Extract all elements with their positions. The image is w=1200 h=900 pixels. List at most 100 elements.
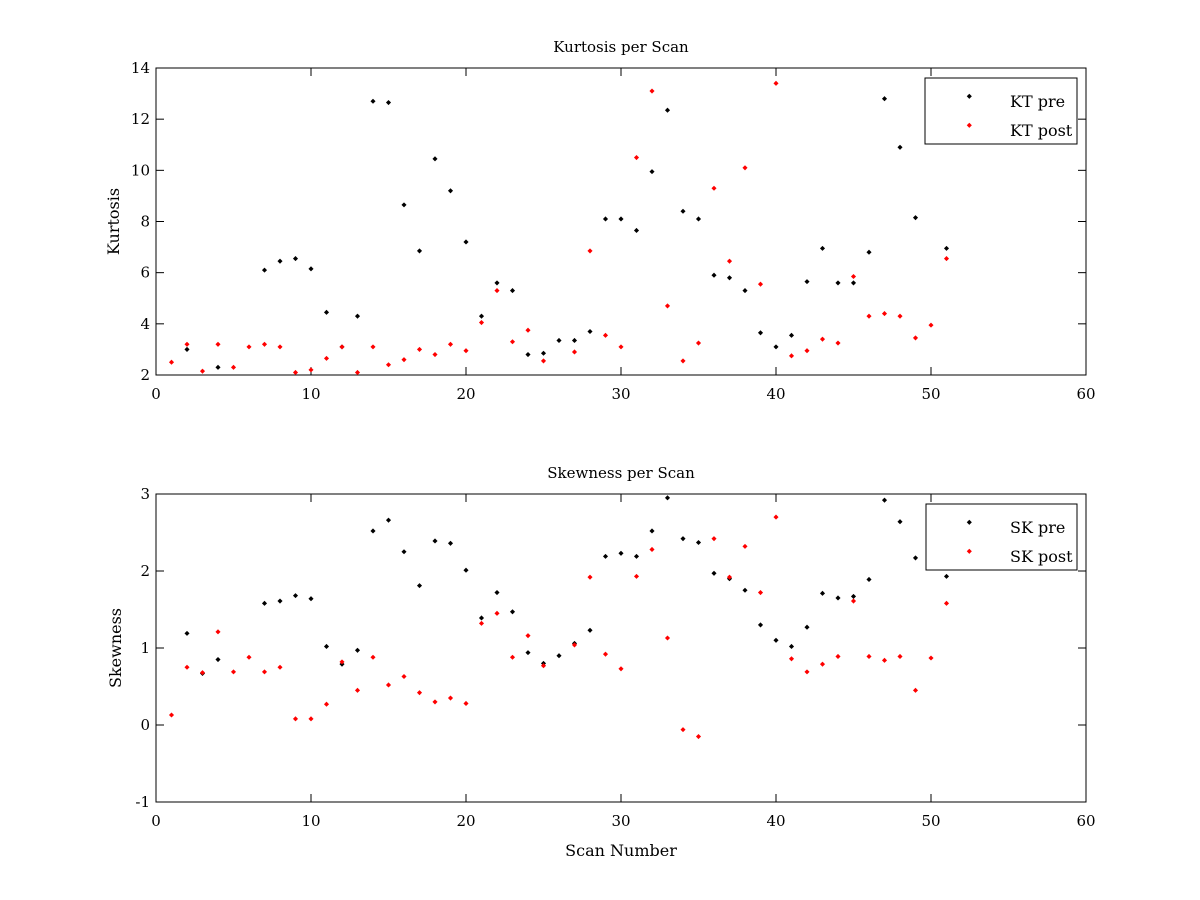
kt-post-point bbox=[664, 303, 671, 309]
kt-pre-point bbox=[494, 280, 500, 286]
sk-post-point bbox=[928, 655, 934, 661]
kt-pre-point bbox=[804, 279, 810, 285]
skewness-y-axis-label: Skewness bbox=[106, 608, 125, 688]
sk-post-point bbox=[757, 590, 764, 596]
kt-post-point bbox=[788, 353, 795, 359]
sk-post-point bbox=[571, 642, 578, 648]
sk-pre-point bbox=[618, 550, 624, 556]
skewness-legend-box bbox=[925, 503, 1078, 571]
kurtosis-x-tick-label: 60 bbox=[1076, 385, 1095, 403]
kt-post-point bbox=[432, 351, 438, 358]
kt-pre-point bbox=[432, 156, 438, 162]
sk-post-point bbox=[711, 536, 717, 542]
kt-pre-point bbox=[215, 364, 221, 370]
sk-pre-point bbox=[525, 650, 531, 656]
kt-post-point bbox=[339, 344, 345, 350]
kurtosis-ticks: 0 10 20 30 40 50 60 2 4 6 8 10 12 14 bbox=[131, 59, 1096, 403]
kt-pre-point bbox=[850, 280, 857, 286]
kt-pre-point bbox=[323, 309, 330, 315]
skewness-y-tick-label: 0 bbox=[140, 716, 150, 734]
skewness-x-axis-label: Scan Number bbox=[565, 841, 677, 860]
kt-post-point bbox=[401, 357, 407, 363]
kt-pre-point bbox=[478, 313, 485, 319]
kurtosis-y-axis-label: Kurtosis bbox=[104, 188, 123, 255]
kt-post-point bbox=[478, 320, 485, 326]
legend-label-sk-pre: SK pre bbox=[1010, 518, 1065, 537]
sk-pre-point bbox=[773, 637, 779, 643]
kt-pre-point bbox=[556, 337, 562, 344]
kt-pre-point bbox=[726, 275, 733, 281]
sk-pre-point bbox=[370, 528, 376, 534]
kt-post-point bbox=[308, 367, 314, 373]
kurtosis-chart-title: Kurtosis per Scan bbox=[553, 38, 689, 56]
sk-pre-point bbox=[866, 576, 872, 583]
skewness-x-tick-label: 60 bbox=[1076, 812, 1095, 830]
kt-pre-point bbox=[587, 328, 593, 335]
kt-pre-point bbox=[788, 332, 795, 338]
kt-post-point bbox=[680, 358, 686, 364]
legend-marker-sk-pre bbox=[966, 519, 972, 525]
kurtosis-y-tick-label: 10 bbox=[131, 161, 150, 179]
kurtosis-x-tick-label: 10 bbox=[301, 385, 320, 403]
kt-pre-point bbox=[292, 256, 299, 262]
kurtosis-y-tick-label: 12 bbox=[131, 110, 150, 128]
kt-pre-point bbox=[835, 280, 841, 286]
kurtosis-y-tick-label: 6 bbox=[140, 264, 150, 282]
skewness-x-tick-label: 20 bbox=[456, 812, 475, 830]
sk-post-point bbox=[587, 574, 593, 580]
sk-pre-point bbox=[633, 553, 640, 559]
kt-pre-point bbox=[308, 266, 314, 272]
kt-post-point bbox=[215, 341, 221, 347]
sk-pre-point bbox=[695, 539, 702, 546]
sk-post-point bbox=[835, 653, 841, 660]
sk-post-point bbox=[695, 734, 702, 740]
sk-post-point bbox=[633, 573, 640, 579]
kurtosis-x-tick-label: 30 bbox=[611, 385, 630, 403]
skewness-y-tick-label: 2 bbox=[140, 562, 150, 580]
sk-pre-point bbox=[602, 553, 609, 559]
sk-pre-point bbox=[447, 540, 454, 546]
kt-post-point bbox=[447, 341, 454, 347]
kt-post-point bbox=[602, 332, 609, 338]
kurtosis-y-tick-label: 4 bbox=[140, 315, 150, 333]
skewness-x-tick-label: 10 bbox=[301, 812, 320, 830]
sk-pre-point bbox=[897, 519, 903, 525]
kt-post-point bbox=[323, 355, 330, 361]
kt-pre-point bbox=[571, 337, 578, 344]
kt-post-point bbox=[277, 344, 283, 350]
kurtosis-x-tick-label: 20 bbox=[456, 385, 475, 403]
sk-post-point bbox=[726, 574, 733, 580]
kt-post-point bbox=[246, 344, 252, 350]
kurtosis-legend-box bbox=[924, 77, 1078, 145]
sk-pre-point bbox=[261, 600, 268, 606]
legend-label-sk-post: SK post bbox=[1010, 547, 1073, 566]
kt-post-point bbox=[866, 313, 872, 319]
skewness-x-tick-label: 40 bbox=[766, 812, 785, 830]
sk-pre-point bbox=[943, 573, 950, 579]
kt-post-point bbox=[819, 336, 826, 342]
kt-post-point bbox=[757, 281, 764, 287]
kt-post-point bbox=[354, 369, 361, 375]
kt-post-point bbox=[416, 346, 423, 352]
kt-pre-point bbox=[401, 202, 407, 208]
skewness-legend: SK pre SK post bbox=[925, 503, 1078, 571]
sk-pre-point bbox=[835, 595, 841, 601]
kt-pre-point bbox=[354, 313, 361, 319]
skewness-x-tick-label: 50 bbox=[921, 812, 940, 830]
kt-post-point bbox=[525, 327, 531, 333]
sk-pre-point bbox=[711, 570, 717, 576]
kt-post-point bbox=[804, 348, 810, 354]
skewness-x-tick-label: 30 bbox=[611, 812, 630, 830]
sk-post-point bbox=[881, 657, 888, 663]
kt-pre-point bbox=[447, 188, 454, 194]
sk-post-point bbox=[525, 633, 531, 639]
kt-pre-point bbox=[416, 248, 423, 254]
kurtosis-subplot: Kurtosis per Scan Kurtosis 0 10 20 30 40 50 60… bbox=[104, 38, 1096, 403]
kurtosis-legend: KT pre KT post bbox=[924, 77, 1078, 145]
legend-label-kt-post: KT post bbox=[1010, 121, 1073, 140]
sk-pre-point bbox=[323, 643, 330, 650]
sk-pre-point bbox=[587, 627, 593, 633]
kt-post-point bbox=[199, 368, 206, 374]
sk-post-point bbox=[804, 669, 810, 675]
